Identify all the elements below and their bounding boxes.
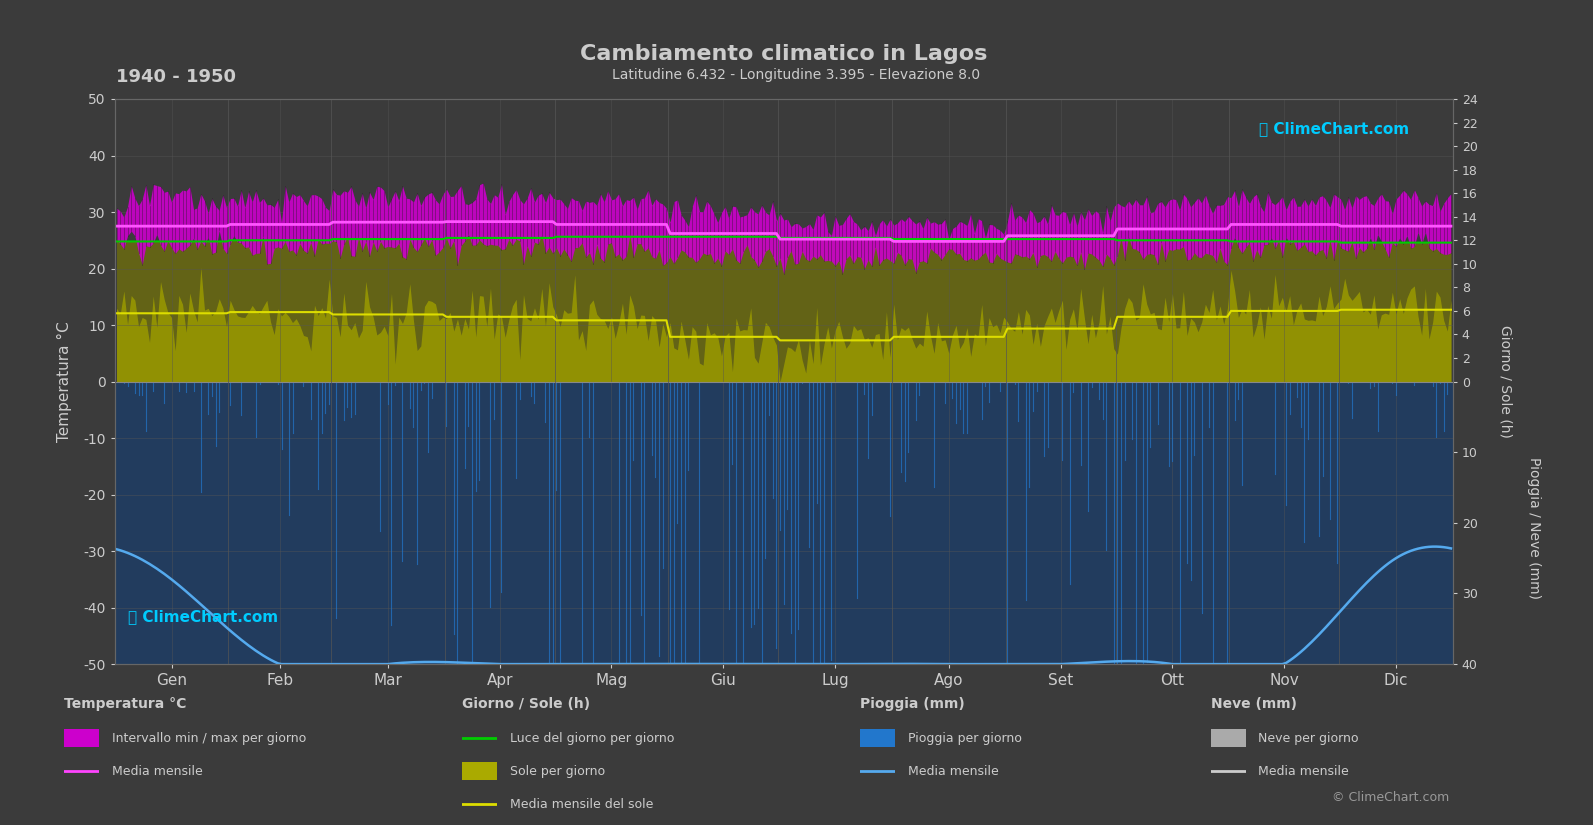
Text: 1940 - 1950: 1940 - 1950 [116, 68, 236, 86]
Text: 🌍 ClimeChart.com: 🌍 ClimeChart.com [1258, 121, 1408, 137]
Y-axis label: Giorno / Sole (h): Giorno / Sole (h) [1499, 325, 1512, 438]
Text: Media mensile del sole: Media mensile del sole [510, 798, 653, 811]
Text: Pioggia per giorno: Pioggia per giorno [908, 732, 1021, 745]
Text: Intervallo min / max per giorno: Intervallo min / max per giorno [112, 732, 306, 745]
Text: Luce del giorno per giorno: Luce del giorno per giorno [510, 732, 674, 745]
Title: Cambiamento climatico in Lagos: Cambiamento climatico in Lagos [580, 44, 988, 64]
Text: Sole per giorno: Sole per giorno [510, 765, 605, 778]
Text: Neve per giorno: Neve per giorno [1258, 732, 1359, 745]
Text: Temperatura °C: Temperatura °C [64, 697, 186, 711]
Text: Giorno / Sole (h): Giorno / Sole (h) [462, 697, 589, 711]
Text: Media mensile: Media mensile [112, 765, 202, 778]
Text: Media mensile: Media mensile [908, 765, 999, 778]
Text: Pioggia (mm): Pioggia (mm) [860, 697, 965, 711]
Y-axis label: Temperatura °C: Temperatura °C [57, 321, 72, 442]
Text: Media mensile: Media mensile [1258, 765, 1349, 778]
Text: © ClimeChart.com: © ClimeChart.com [1332, 791, 1450, 804]
Text: Latitudine 6.432 - Longitudine 3.395 - Elevazione 8.0: Latitudine 6.432 - Longitudine 3.395 - E… [612, 68, 981, 82]
Text: Neve (mm): Neve (mm) [1211, 697, 1297, 711]
Text: 🌍 ClimeChart.com: 🌍 ClimeChart.com [127, 610, 279, 625]
Text: Pioggia / Neve (mm): Pioggia / Neve (mm) [1528, 457, 1540, 599]
